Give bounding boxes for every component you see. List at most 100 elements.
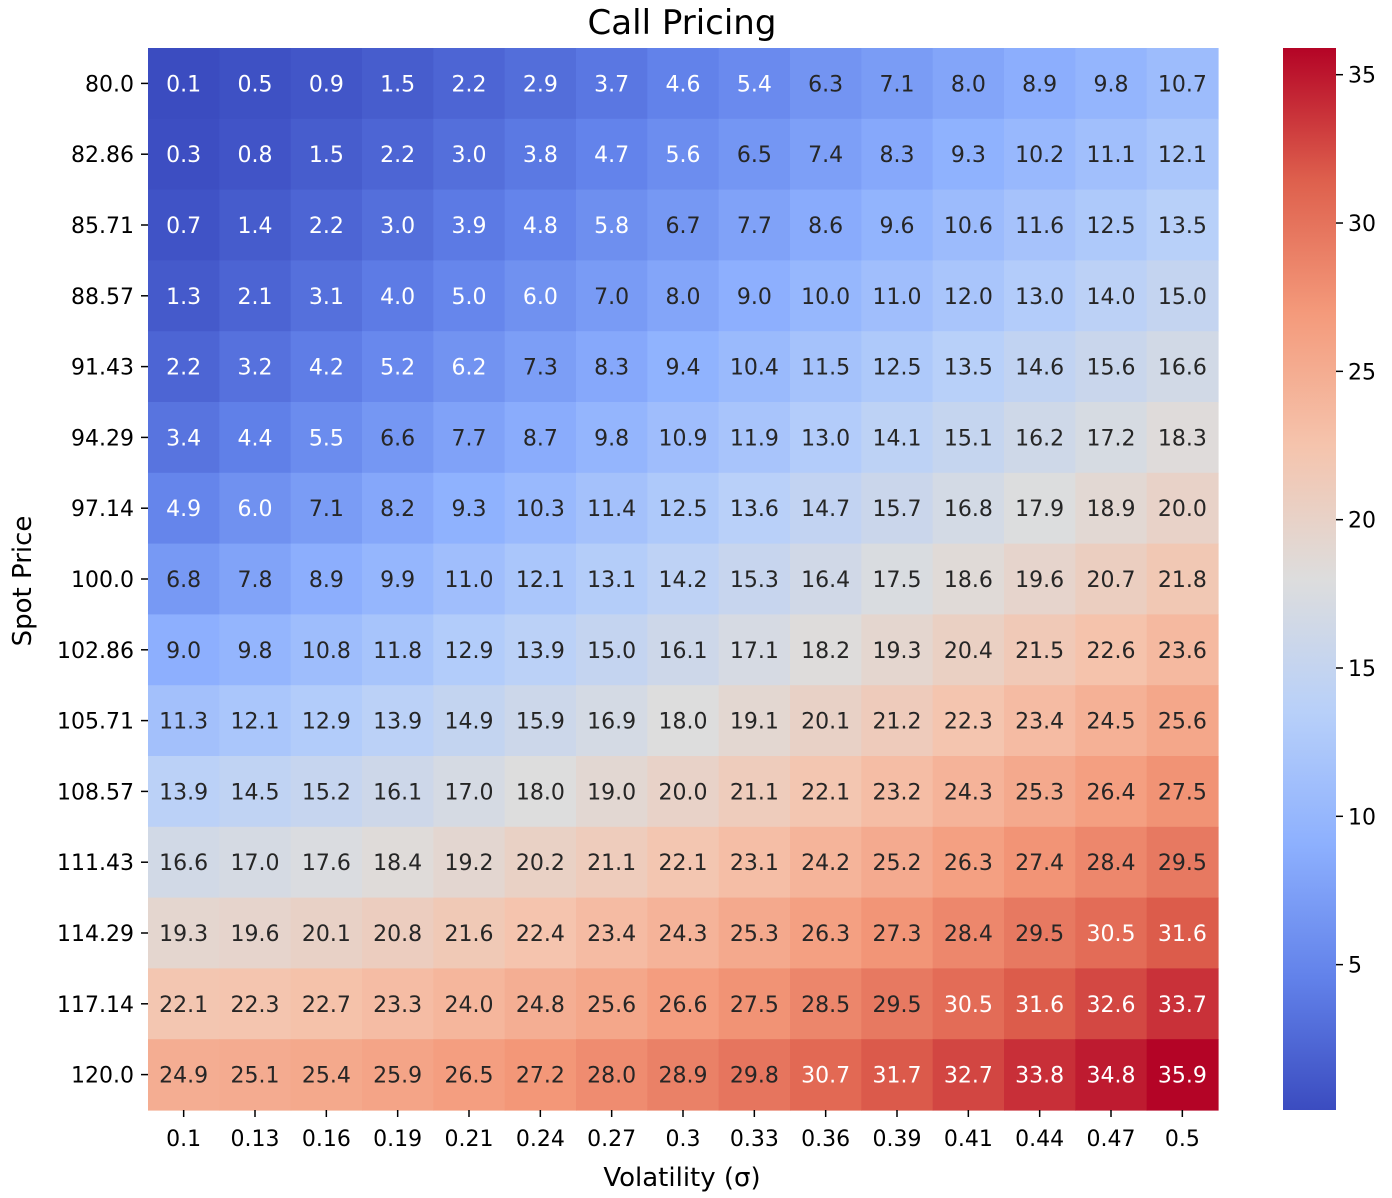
heatmap-cell bbox=[219, 472, 292, 545]
heatmap-cell bbox=[219, 614, 292, 686]
y-tick-label: 100.0 bbox=[71, 568, 134, 593]
heatmap-cell bbox=[576, 48, 648, 120]
colorbar-tick-label: 10 bbox=[1348, 805, 1376, 830]
heatmap-cell bbox=[504, 826, 577, 899]
heatmap-cell bbox=[1075, 260, 1148, 332]
heatmap-cell bbox=[362, 543, 434, 615]
cell-value-label: 4.4 bbox=[238, 426, 273, 451]
heatmap-cell bbox=[932, 260, 1005, 332]
heatmap-cell bbox=[433, 402, 506, 474]
cell-value-label: 22.6 bbox=[1087, 639, 1136, 664]
heatmap-cell bbox=[932, 543, 1005, 615]
heatmap-cell bbox=[1075, 1039, 1148, 1111]
x-tick-label: 0.13 bbox=[231, 1127, 280, 1152]
cell-value-label: 24.0 bbox=[445, 993, 494, 1018]
cell-value-label: 2.2 bbox=[380, 143, 415, 168]
cell-value-label: 16.1 bbox=[373, 780, 422, 805]
heatmap-cell bbox=[504, 685, 577, 757]
cell-value-label: 8.9 bbox=[1022, 72, 1057, 97]
cell-value-label: 9.6 bbox=[880, 214, 915, 239]
heatmap-cell bbox=[576, 260, 648, 332]
cell-value-label: 11.8 bbox=[373, 639, 422, 664]
heatmap-cell bbox=[1146, 897, 1219, 969]
cell-value-label: 17.6 bbox=[302, 851, 351, 876]
cell-value-label: 14.0 bbox=[1087, 285, 1136, 310]
cell-value-label: 14.1 bbox=[873, 426, 922, 451]
heatmap-cell bbox=[718, 331, 791, 403]
heatmap-cell bbox=[1146, 756, 1219, 828]
colorbar-tick-label: 15 bbox=[1348, 657, 1376, 682]
cell-value-label: 24.5 bbox=[1087, 710, 1136, 735]
heatmap-cell bbox=[790, 968, 862, 1040]
heatmap-cell bbox=[433, 118, 506, 191]
cell-value-label: 2.1 bbox=[238, 285, 273, 310]
heatmap-cell bbox=[861, 472, 934, 545]
cell-value-label: 11.1 bbox=[1087, 143, 1136, 168]
cell-value-label: 21.1 bbox=[730, 780, 779, 805]
x-tick-label: 0.1 bbox=[166, 1127, 201, 1152]
heatmap-cell bbox=[219, 260, 292, 332]
heatmap-cell bbox=[932, 614, 1005, 686]
heatmap-cell bbox=[1075, 756, 1148, 828]
heatmap-cell bbox=[647, 756, 720, 828]
cell-value-label: 18.9 bbox=[1087, 497, 1136, 522]
heatmap-cell bbox=[790, 897, 862, 969]
cell-value-label: 9.8 bbox=[1094, 72, 1129, 97]
cell-value-label: 9.8 bbox=[238, 639, 273, 664]
cell-value-label: 12.5 bbox=[873, 356, 922, 381]
heatmap-cell bbox=[647, 614, 720, 686]
heatmap-cell bbox=[1075, 48, 1148, 120]
cell-value-label: 21.6 bbox=[445, 922, 494, 947]
heatmap-cell bbox=[1146, 260, 1219, 332]
cell-value-label: 25.4 bbox=[302, 1064, 351, 1089]
cell-value-label: 12.9 bbox=[445, 639, 494, 664]
cell-value-label: 20.1 bbox=[302, 922, 351, 947]
colorbar bbox=[1283, 48, 1336, 1110]
heatmap-cell bbox=[219, 968, 292, 1040]
cell-value-label: 5.6 bbox=[666, 143, 701, 168]
heatmap-cell bbox=[290, 1039, 363, 1111]
cell-value-label: 15.0 bbox=[587, 639, 636, 664]
heatmap-cell bbox=[504, 1039, 577, 1111]
y-tick-label: 80.0 bbox=[85, 72, 134, 97]
cell-value-label: 14.5 bbox=[231, 780, 280, 805]
cell-value-label: 23.6 bbox=[1158, 639, 1207, 664]
cell-value-label: 21.2 bbox=[873, 710, 922, 735]
cell-value-label: 5.8 bbox=[594, 214, 629, 239]
cell-value-label: 20.1 bbox=[801, 710, 850, 735]
cell-value-label: 20.4 bbox=[944, 639, 993, 664]
heatmap-cell bbox=[861, 756, 934, 828]
heatmap-cell bbox=[504, 472, 577, 545]
cell-value-label: 21.8 bbox=[1158, 568, 1207, 593]
cell-value-label: 8.3 bbox=[594, 356, 629, 381]
cell-value-label: 6.3 bbox=[808, 72, 843, 97]
heatmap-cell bbox=[861, 826, 934, 899]
cell-value-label: 16.6 bbox=[159, 851, 208, 876]
heatmap-cell bbox=[1075, 189, 1148, 261]
y-tick-label: 97.14 bbox=[71, 497, 134, 522]
cell-value-label: 4.8 bbox=[523, 214, 558, 239]
cell-value-label: 12.9 bbox=[302, 710, 351, 735]
cell-value-label: 24.3 bbox=[944, 780, 993, 805]
cell-value-label: 19.3 bbox=[873, 639, 922, 664]
cell-value-label: 19.2 bbox=[445, 851, 494, 876]
cell-value-label: 32.7 bbox=[944, 1064, 993, 1089]
cell-value-label: 11.0 bbox=[873, 285, 922, 310]
heatmap-cell bbox=[433, 260, 506, 332]
heatmap-cell bbox=[718, 260, 791, 332]
cell-value-label: 26.3 bbox=[801, 922, 850, 947]
cell-value-label: 3.7 bbox=[594, 72, 629, 97]
cell-value-label: 3.1 bbox=[309, 285, 344, 310]
cell-value-label: 24.9 bbox=[159, 1064, 208, 1089]
cell-value-label: 25.6 bbox=[1158, 710, 1207, 735]
cell-value-label: 25.6 bbox=[587, 993, 636, 1018]
cell-value-label: 30.5 bbox=[1087, 922, 1136, 947]
heatmap-cell bbox=[861, 402, 934, 474]
heatmap-cells bbox=[148, 48, 1219, 1111]
cell-value-label: 0.7 bbox=[166, 214, 201, 239]
y-tick-label: 117.14 bbox=[57, 993, 134, 1018]
cell-value-label: 4.0 bbox=[380, 285, 415, 310]
cell-value-label: 1.3 bbox=[166, 285, 201, 310]
cell-value-label: 34.8 bbox=[1087, 1064, 1136, 1089]
